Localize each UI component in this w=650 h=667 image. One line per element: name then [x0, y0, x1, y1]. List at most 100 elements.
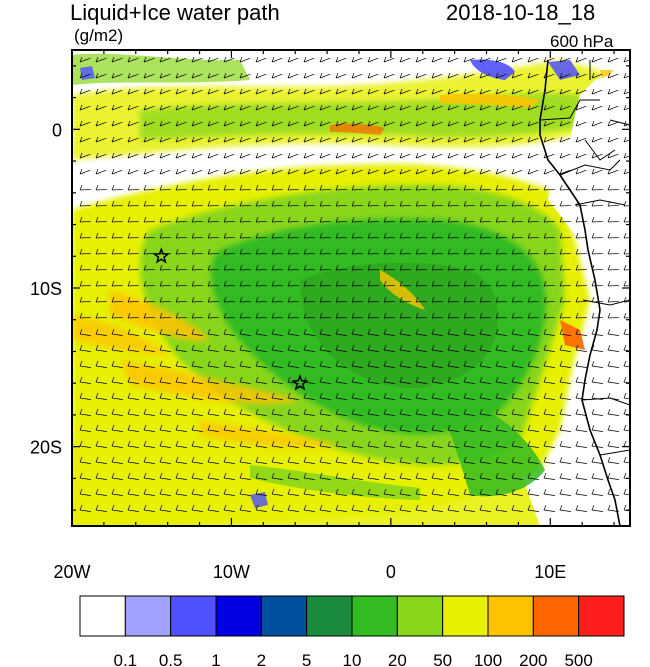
wind-barb	[223, 57, 235, 63]
wind-barb	[415, 397, 427, 400]
wind-barb	[447, 221, 460, 223]
wind-barb-flag	[351, 120, 355, 127]
wind-barb	[223, 189, 236, 191]
wind-barb	[95, 493, 107, 496]
wind-barb	[511, 317, 524, 319]
wind-barb-flag	[543, 184, 547, 191]
wind-barb-flag	[223, 232, 227, 239]
wind-barb-flag	[335, 408, 339, 415]
wind-barb-flag	[223, 488, 227, 495]
wind-barb-flag	[351, 392, 355, 399]
wind-barb-flag	[351, 344, 355, 351]
wind-barb	[431, 477, 443, 480]
wind-barb	[111, 509, 123, 512]
wind-barb	[495, 253, 508, 255]
wind-barb-flag	[335, 168, 339, 175]
wind-barb-flag	[399, 232, 403, 239]
wind-barb-flag	[319, 488, 323, 495]
wind-barb	[527, 365, 539, 368]
wind-barb	[255, 205, 268, 207]
wind-barb-flag	[159, 168, 163, 175]
wind-barb-flag	[79, 440, 83, 447]
wind-barb	[287, 397, 299, 400]
x-tick-label: 0	[386, 562, 396, 582]
wind-barb-flag	[111, 200, 115, 207]
wind-barb-flag	[255, 344, 259, 351]
wind-barb	[495, 73, 507, 79]
wind-barb-flag	[127, 488, 131, 495]
wind-barb-flag	[575, 248, 579, 255]
wind-barb-flag	[367, 280, 371, 287]
wind-barb-flag	[463, 360, 467, 367]
colorbar	[79, 595, 625, 637]
wind-barb	[431, 509, 443, 512]
wind-barb-flag	[319, 104, 323, 111]
wind-barb-flag	[223, 56, 227, 63]
wind-barb	[415, 285, 428, 287]
wind-barb-flag	[559, 392, 563, 399]
wind-barb-flag	[303, 152, 307, 159]
wind-barb	[511, 269, 524, 271]
wind-barb	[543, 221, 556, 223]
wind-barb-flag	[399, 136, 403, 143]
wind-barb	[143, 413, 155, 416]
wind-barb-flag	[383, 392, 387, 399]
wind-barb	[223, 205, 236, 207]
wind-barb	[207, 349, 219, 352]
wind-barb-flag	[415, 104, 419, 111]
wind-barb	[111, 285, 124, 287]
wind-barb-flag	[383, 72, 387, 79]
wind-barb-flag	[623, 376, 627, 383]
wind-barb	[543, 493, 555, 496]
wind-barb	[255, 105, 267, 111]
wind-barb-flag	[111, 184, 115, 191]
wind-barb-flag	[511, 376, 515, 383]
wind-barb	[431, 269, 444, 271]
wind-barb-flag	[511, 248, 515, 255]
wind-barb	[591, 349, 603, 352]
wind-barb-flag	[207, 72, 211, 79]
wind-barb	[79, 397, 91, 400]
wind-barb	[543, 381, 555, 384]
wind-barb-flag	[191, 344, 195, 351]
wind-barb	[239, 237, 252, 239]
wind-barb	[319, 221, 332, 223]
wind-barb-flag	[495, 232, 499, 239]
wind-barb	[543, 269, 556, 271]
wind-barb-flag	[575, 296, 579, 303]
wind-barb	[591, 365, 603, 368]
wind-barb	[527, 57, 539, 63]
wind-barb	[271, 493, 283, 496]
wind-barb-flag	[303, 456, 307, 463]
wind-barb	[191, 153, 203, 159]
wind-barb	[479, 205, 492, 207]
wind-barb	[495, 333, 507, 336]
wind-barb	[559, 269, 572, 271]
wind-barb	[143, 205, 156, 207]
wind-barb	[319, 137, 331, 143]
wind-barb	[367, 413, 379, 416]
wind-barb	[271, 397, 283, 400]
wind-barb	[111, 189, 124, 191]
wind-barb	[431, 285, 444, 287]
wind-barb	[239, 477, 251, 480]
wind-barb-flag	[623, 72, 627, 79]
wind-barb-flag	[111, 120, 115, 127]
wind-barb	[303, 105, 315, 111]
wind-barb	[127, 493, 139, 496]
wind-barb-flag	[463, 136, 467, 143]
wind-barb-flag	[527, 360, 531, 367]
wind-barb-flag	[431, 344, 435, 351]
wind-barb-flag	[111, 344, 115, 351]
wind-barb	[79, 493, 91, 496]
wind-barb	[319, 461, 331, 464]
wind-barb-flag	[159, 184, 163, 191]
wind-barb-flag	[527, 504, 531, 511]
wind-barb-flag	[303, 216, 307, 223]
wind-barb-flag	[559, 488, 563, 495]
wind-barb-flag	[303, 296, 307, 303]
wind-barb-flag	[287, 488, 291, 495]
wind-barb	[383, 205, 396, 207]
wind-barb-flag	[191, 88, 195, 95]
wind-barb	[511, 461, 523, 464]
